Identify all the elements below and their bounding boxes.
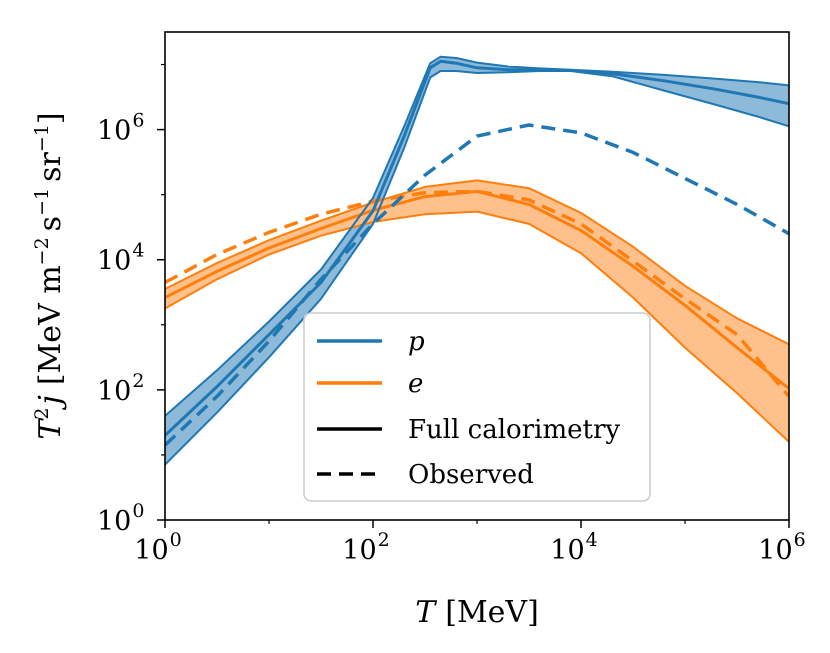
y-axis-unit-open: [MeV m xyxy=(33,265,68,385)
y-tick-base: 10 xyxy=(97,376,131,407)
y-axis-lhs: T xyxy=(33,418,68,440)
y-axis-sr: sr xyxy=(33,152,68,182)
x-tick-exp: 6 xyxy=(794,529,806,551)
series-e-observed xyxy=(165,189,789,398)
y-tick-label: 100 xyxy=(97,500,144,537)
x-tick-label: 106 xyxy=(758,529,805,566)
y-tick-exp: 4 xyxy=(132,240,144,262)
x-tick-exp: 4 xyxy=(586,529,598,551)
band-p xyxy=(165,56,789,465)
legend-label-1: p xyxy=(408,327,425,357)
series-e-central xyxy=(165,189,789,390)
x-tick-exp: 0 xyxy=(170,529,182,551)
y-tick-exp: 6 xyxy=(132,110,144,132)
x-tick-label: 102 xyxy=(342,529,389,566)
y-axis-exp-s: −1 xyxy=(31,188,53,216)
legend: pe Full calorimetry Observed xyxy=(303,312,651,502)
y-axis-exp-m: −2 xyxy=(31,237,53,265)
y-axis-lhs-exp: 2 xyxy=(31,407,53,419)
legend-label-3: Full calorimetry xyxy=(408,415,620,445)
y-tick-base: 10 xyxy=(97,116,131,147)
legend-label-4: Observed xyxy=(408,460,534,490)
y-axis-unit-close: ] xyxy=(33,112,68,124)
y-tick-exp: 0 xyxy=(132,500,144,522)
x-tick-base: 10 xyxy=(550,535,584,566)
y-axis-exp-sr: −1 xyxy=(31,124,53,152)
x-axis-label: T [MeV] xyxy=(415,595,539,630)
x-tick-base: 10 xyxy=(134,535,168,566)
y-tick-exp: 2 xyxy=(132,370,144,392)
series-p-band-lower xyxy=(165,70,789,466)
series-p-observed xyxy=(165,123,789,447)
y-tick-base: 10 xyxy=(97,246,131,277)
y-tick-label: 106 xyxy=(97,110,144,147)
x-axis-unit: [MeV] xyxy=(445,595,539,630)
series-e-band-upper xyxy=(165,179,789,346)
x-tick-base: 10 xyxy=(758,535,792,566)
band-e xyxy=(165,180,789,442)
x-tick-label: 100 xyxy=(134,529,181,566)
series-lines xyxy=(165,55,789,466)
legend-label-2: e xyxy=(408,369,423,399)
x-tick-label: 104 xyxy=(550,529,597,566)
series-e-band-lower xyxy=(165,210,789,443)
y-axis-s: s xyxy=(33,216,68,231)
legend-box xyxy=(303,312,651,502)
y-tick-label: 102 xyxy=(97,370,144,407)
y-tick-label: 104 xyxy=(97,240,144,277)
uncertainty-bands xyxy=(165,56,789,465)
series-p-band-upper xyxy=(165,55,789,417)
y-axis-label: T2j[MeV m−2s−1sr−1] xyxy=(31,112,68,439)
x-tick-exp: 2 xyxy=(378,529,390,551)
series-p-central xyxy=(165,59,789,437)
x-axis-symbol: T xyxy=(415,595,437,630)
y-tick-base: 10 xyxy=(97,506,131,537)
x-tick-base: 10 xyxy=(342,535,376,566)
